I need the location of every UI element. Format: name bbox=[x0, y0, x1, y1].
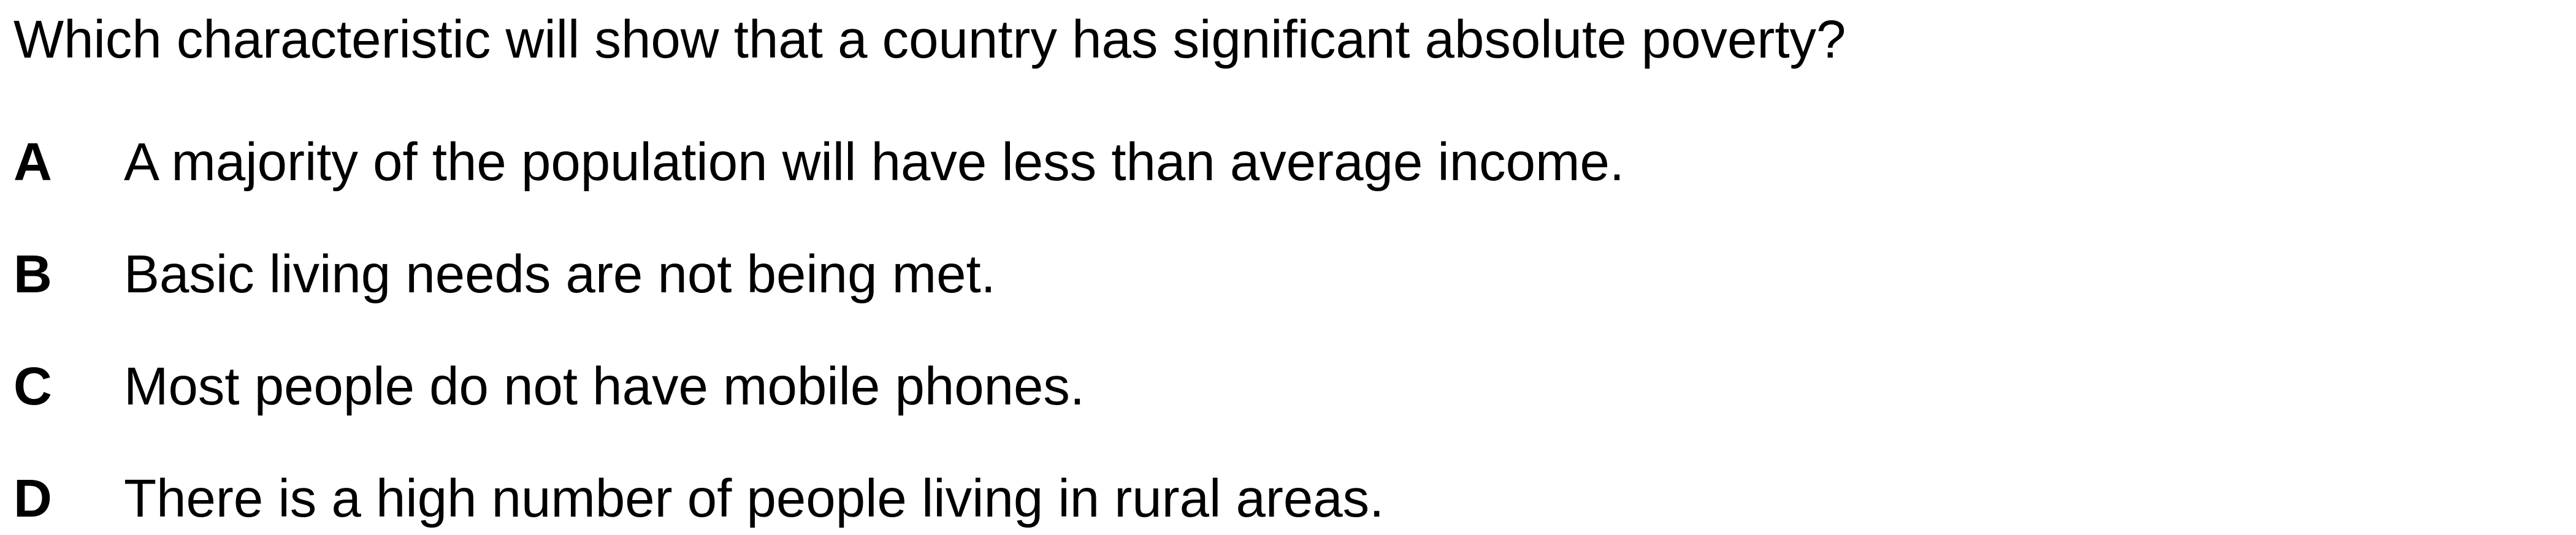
question-text: Which characteristic will show that a co… bbox=[13, 10, 1846, 69]
option-text: A majority of the population will have l… bbox=[124, 132, 1625, 192]
option-text: There is a high number of people living … bbox=[124, 469, 1385, 528]
option-letter: B bbox=[13, 245, 52, 304]
option-letter: C bbox=[13, 357, 52, 416]
option-letter: D bbox=[13, 469, 52, 528]
option-text: Most people do not have mobile phones. bbox=[124, 357, 1085, 416]
option-text: Basic living needs are not being met. bbox=[124, 245, 996, 304]
option-letter: A bbox=[13, 132, 52, 192]
